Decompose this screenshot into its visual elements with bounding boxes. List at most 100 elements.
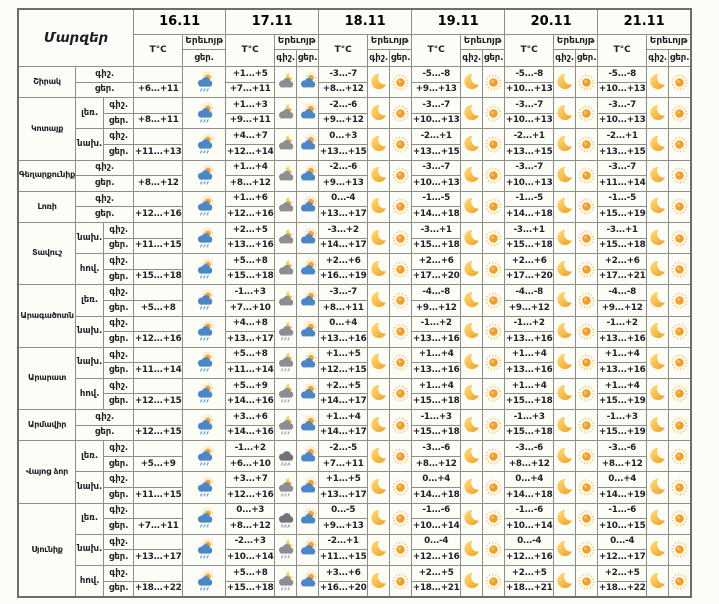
day-weather-cell <box>389 377 413 411</box>
night-weather-cell <box>460 346 484 379</box>
day-weather-cell <box>482 533 506 567</box>
day-temp: +7...+11 <box>225 81 276 99</box>
night-weather-cell <box>460 97 484 130</box>
sun-icon <box>390 352 411 373</box>
day-temp: +11...+15 <box>133 237 184 255</box>
day-weather-cell <box>482 128 506 161</box>
sun-icon <box>576 72 597 93</box>
night-row: Կոտայք լեռ. գիշ. +1...+3 -2...-6 -3...-7 -3...… <box>17 97 692 161</box>
day-temp: +15...+18 <box>225 268 276 286</box>
night-temp: -3...+2 <box>318 221 369 239</box>
night-weather-cell <box>646 253 670 286</box>
night-temp <box>133 346 184 364</box>
day-weather-cell <box>575 440 599 473</box>
day-weather-cell <box>668 471 692 504</box>
day-weather-cell <box>482 97 506 130</box>
moon-icon <box>647 290 668 311</box>
sun-cloud-rain-icon <box>194 352 215 373</box>
day-temp: +12...+16 <box>133 206 184 223</box>
sun-icon <box>669 508 690 529</box>
region-name: Գեղարքունիք <box>17 159 77 192</box>
night-temp: -1...-5 <box>597 190 648 208</box>
moon-icon <box>461 290 482 311</box>
night-weather-cell <box>274 471 298 504</box>
cloud-moon-icon <box>275 259 296 280</box>
day-weather-cell <box>482 377 506 411</box>
day-weather-cell <box>182 97 227 130</box>
night-weather-cell <box>460 221 484 255</box>
night-row-label: գիշ. <box>103 284 135 301</box>
night-temp: +4...+7 <box>225 128 276 145</box>
night-temp: +1...+5 <box>318 471 369 489</box>
day-weather-cell <box>296 409 320 442</box>
night-temp: -2...-6 <box>318 159 369 177</box>
moon-icon <box>554 446 575 467</box>
terrain-label: նախ. <box>75 471 105 504</box>
day-weather-cell <box>296 65 320 99</box>
sun-icon <box>576 383 597 404</box>
sun-icon <box>390 446 411 467</box>
moon-icon <box>368 446 389 467</box>
day-subheader: ցեր. <box>182 49 227 67</box>
night-weather-cell <box>460 253 484 286</box>
moon-icon <box>647 228 668 249</box>
moon-icon <box>647 571 668 592</box>
night-temp: -2...-5 <box>318 440 369 457</box>
day-row-label: ցեր. <box>75 424 135 442</box>
night-temp: 0...+3 <box>318 128 369 145</box>
sun-icon <box>669 165 690 186</box>
night-temp: +1...+4 <box>597 377 648 395</box>
sun-icon <box>576 134 597 155</box>
sun-cloud-rain-icon <box>194 571 215 592</box>
night-weather-cell <box>460 159 484 192</box>
day-temp: +10...+14 <box>504 518 555 535</box>
night-temp: -2...+3 <box>225 533 276 551</box>
night-weather-cell <box>460 502 484 535</box>
night-temp: +1...+4 <box>225 159 276 177</box>
night-weather-cell <box>274 65 298 99</box>
night-row: Վայոց ձոր լեռ. գիշ. -1...+2 -2...-5 -3...-6 -3… <box>17 440 692 504</box>
night-row: նախ. գիշ. +3...+7 +1...+5 0...+4 0...+4 0...+4 <box>18 471 692 504</box>
day-weather-cell <box>482 221 506 255</box>
night-weather-cell <box>367 221 391 255</box>
night-temp: -5...-8 <box>411 66 462 83</box>
day-weather-cell <box>389 221 413 255</box>
day-weather-cell <box>182 377 227 411</box>
moon-icon <box>368 383 389 404</box>
night-temp: -3...-7 <box>411 159 462 177</box>
moon-icon <box>368 259 389 280</box>
day-weather-cell <box>389 97 413 130</box>
day-subheader: ցեր. <box>296 49 320 67</box>
night-temp: +1...+5 <box>225 66 276 83</box>
day-row: ցեր. +12...+16 +13...+17 +13...+16 +13...+16… <box>18 331 691 348</box>
night-weather-cell <box>274 377 298 411</box>
night-weather-cell <box>367 65 391 99</box>
moon-icon <box>461 165 482 186</box>
day-weather-cell <box>296 346 320 379</box>
cloud-moon-rain-icon <box>275 383 296 404</box>
night-weather-cell <box>274 97 298 130</box>
day-weather-cell <box>668 221 692 255</box>
day-temp: +17...+20 <box>411 268 462 286</box>
moon-icon <box>647 134 668 155</box>
moon-icon <box>554 508 575 529</box>
day-temp: +9...+13 <box>318 518 369 535</box>
night-temp: +1...+6 <box>225 190 276 208</box>
night-temp: +2...+6 <box>597 253 648 270</box>
night-temp: 0...-4 <box>504 533 555 551</box>
moon-icon <box>647 72 668 93</box>
night-row: Տավուշ նախ. գիշ. +2...+5 -3...+2 -3...+1 -3...… <box>17 221 692 286</box>
day-temp: +12...+16 <box>225 487 276 504</box>
day-row-label: ցեր. <box>103 580 135 598</box>
night-temp <box>133 377 184 395</box>
day-row: ցեր. +8...+11 +9...+11 +9...+12 +10...+13 +10… <box>18 112 691 130</box>
night-temp: +3...+7 <box>225 471 276 489</box>
night-temp: 0...+4 <box>597 471 648 489</box>
date-header-20-11: 20.11 <box>504 8 599 35</box>
day-temp: +14...+18 <box>411 206 462 223</box>
moon-icon <box>554 134 575 155</box>
sun-icon <box>483 508 504 529</box>
sun-icon <box>483 103 504 124</box>
night-row-label: գիշ. <box>103 315 135 333</box>
cloud-moon-icon <box>275 134 296 155</box>
